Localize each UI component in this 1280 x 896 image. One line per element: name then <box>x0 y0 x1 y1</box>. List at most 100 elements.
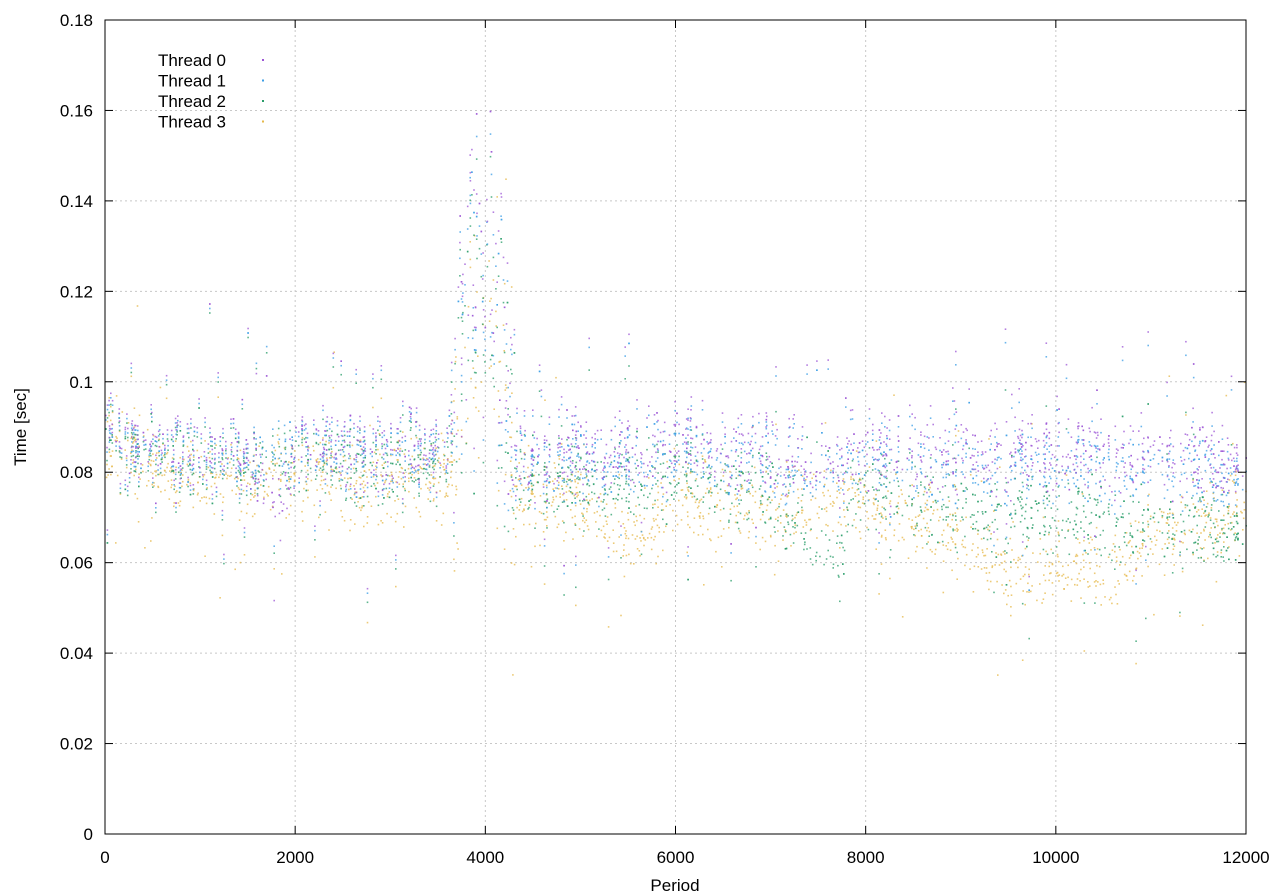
data-point <box>657 555 659 558</box>
data-point <box>755 566 757 568</box>
data-point <box>553 462 556 464</box>
data-point <box>721 566 723 568</box>
data-point <box>1068 553 1071 556</box>
data-point <box>685 450 688 453</box>
data-point <box>135 451 137 454</box>
data-point <box>498 361 500 363</box>
data-point <box>701 458 704 460</box>
data-point <box>135 450 137 452</box>
data-point <box>942 591 945 594</box>
data-point <box>575 586 577 589</box>
data-point <box>410 421 412 423</box>
data-point <box>576 455 578 457</box>
data-point <box>497 444 500 447</box>
data-point <box>402 483 404 485</box>
data-point <box>307 473 309 476</box>
data-point <box>1212 466 1215 469</box>
data-point <box>653 445 656 448</box>
data-point <box>349 477 351 479</box>
data-point <box>341 439 344 442</box>
data-point <box>1221 527 1223 530</box>
data-point <box>646 507 648 510</box>
data-point <box>1095 596 1097 599</box>
data-point <box>601 486 604 488</box>
data-point <box>876 507 879 510</box>
data-point <box>301 438 303 441</box>
data-point <box>1237 478 1239 480</box>
data-point <box>475 135 478 138</box>
data-point <box>747 441 750 444</box>
data-point <box>492 377 495 380</box>
data-point <box>507 408 509 410</box>
data-point <box>635 467 637 470</box>
data-point <box>709 487 712 489</box>
data-point <box>1191 440 1193 443</box>
data-point <box>567 445 570 447</box>
data-point <box>239 449 242 452</box>
data-point <box>874 468 877 470</box>
data-point <box>784 530 787 532</box>
data-point <box>628 456 631 459</box>
data-point <box>634 485 636 487</box>
data-point <box>600 438 602 440</box>
data-point <box>173 505 175 508</box>
data-point <box>472 329 475 332</box>
data-point <box>885 486 887 488</box>
data-point <box>473 492 475 495</box>
data-point <box>111 427 113 430</box>
data-point <box>157 435 160 437</box>
data-point <box>1050 572 1052 574</box>
data-point <box>1067 479 1069 481</box>
data-point <box>1115 469 1117 472</box>
data-point <box>314 478 317 480</box>
data-point <box>303 487 305 490</box>
data-point <box>600 529 603 532</box>
data-point <box>403 472 405 475</box>
data-point <box>729 485 732 488</box>
data-point <box>1000 554 1003 556</box>
data-point <box>640 489 643 491</box>
data-point <box>1152 553 1154 555</box>
data-point <box>662 493 665 495</box>
data-point <box>244 466 246 469</box>
data-point <box>343 439 346 442</box>
data-point <box>948 500 951 502</box>
data-point <box>204 555 206 557</box>
data-point <box>809 558 812 560</box>
data-point <box>205 468 208 470</box>
data-point <box>1004 589 1007 591</box>
data-point <box>482 297 484 299</box>
data-point <box>673 475 675 478</box>
data-point <box>1077 435 1080 438</box>
data-point <box>540 415 543 418</box>
data-point <box>566 483 569 486</box>
data-point <box>1145 617 1147 620</box>
data-point <box>858 531 861 533</box>
data-point <box>1115 465 1118 468</box>
data-point <box>417 456 420 459</box>
data-point <box>914 465 916 468</box>
data-point <box>724 442 726 444</box>
data-point <box>490 365 492 367</box>
data-point <box>135 438 137 441</box>
data-point <box>510 562 513 564</box>
data-point <box>502 279 505 281</box>
data-point <box>837 564 839 567</box>
data-point <box>690 418 692 420</box>
data-point <box>1115 521 1118 523</box>
data-point <box>1062 469 1064 471</box>
data-point <box>189 482 192 484</box>
data-point <box>1124 475 1126 478</box>
data-point <box>546 498 549 500</box>
data-point <box>523 452 526 454</box>
data-point <box>174 491 177 494</box>
data-point <box>442 439 444 442</box>
data-point <box>159 386 162 389</box>
data-point <box>606 493 609 496</box>
data-point <box>1147 344 1149 347</box>
data-point <box>1232 526 1235 528</box>
data-point <box>1136 550 1139 553</box>
data-point <box>423 467 425 470</box>
data-point <box>740 451 743 454</box>
data-point <box>142 436 145 438</box>
